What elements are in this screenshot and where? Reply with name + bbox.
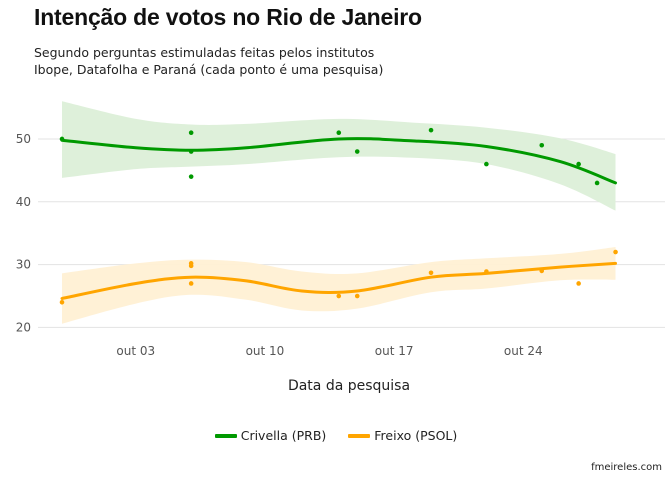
data-points bbox=[59, 127, 618, 305]
x-tick-label: out 24 bbox=[504, 344, 543, 358]
data-point-freixo bbox=[188, 263, 194, 269]
data-point-crivella bbox=[336, 130, 342, 135]
chart-subtitle: Segundo perguntas estimuladas feitas pel… bbox=[34, 44, 554, 78]
y-tick-label: 30 bbox=[16, 258, 31, 272]
data-point-freixo bbox=[59, 300, 65, 305]
data-point-crivella bbox=[539, 142, 545, 148]
tick-labels: 20 30 40 50 out 03 out 10 out 17 out 24 bbox=[16, 132, 543, 358]
data-point-crivella bbox=[188, 174, 194, 179]
legend-item-freixo: Freixo (PSOL) bbox=[348, 428, 457, 443]
data-point-freixo bbox=[428, 270, 434, 276]
data-point-freixo bbox=[354, 293, 360, 299]
legend-item-crivella: Crivella (PRB) bbox=[214, 428, 327, 443]
trend-line-crivella bbox=[60, 137, 617, 185]
data-point-freixo bbox=[336, 293, 342, 299]
data-point-crivella bbox=[576, 161, 581, 167]
legend-label-freixo: Freixo (PSOL) bbox=[374, 428, 458, 443]
trend-line-freixo bbox=[60, 261, 617, 300]
data-point-crivella bbox=[188, 130, 194, 135]
data-point-freixo bbox=[576, 281, 581, 286]
data-point-crivella bbox=[428, 127, 434, 133]
confidence-band-freixo bbox=[62, 247, 616, 324]
data-point-crivella bbox=[594, 180, 600, 186]
y-tick-label: 50 bbox=[16, 132, 31, 146]
y-tick-label: 20 bbox=[16, 320, 31, 334]
data-point-crivella bbox=[188, 149, 194, 154]
chart-title: Intenção de votos no Rio de Janeiro bbox=[34, 4, 422, 30]
legend-swatch-crivella bbox=[214, 433, 237, 438]
data-point-crivella bbox=[354, 149, 360, 154]
data-point-freixo bbox=[539, 268, 545, 274]
x-axis-title: Data da pesquisa bbox=[288, 378, 410, 394]
legend: Crivella (PRB) Freixo (PSOL) bbox=[0, 428, 672, 443]
subtitle-line-2: Ibope, Datafolha e Paraná (cada ponto é … bbox=[34, 62, 384, 77]
x-tick-label: out 10 bbox=[246, 344, 285, 358]
legend-label-crivella: Crivella (PRB) bbox=[240, 428, 327, 443]
chart-plot: 20 30 40 50 out 03 out 10 out 17 out 24 Data da… bbox=[16, 101, 665, 394]
x-tick-label: out 03 bbox=[116, 344, 155, 358]
data-point-crivella bbox=[484, 161, 489, 167]
data-point-crivella bbox=[59, 136, 65, 142]
data-point-freixo bbox=[484, 269, 489, 274]
confidence-bands bbox=[62, 101, 616, 324]
subtitle-line-1: Segundo perguntas estimuladas feitas pel… bbox=[34, 45, 375, 60]
credit-text: fmeireles.com bbox=[591, 462, 662, 473]
y-tick-label: 40 bbox=[16, 195, 31, 209]
legend-swatch-freixo bbox=[348, 433, 371, 438]
data-point-freixo bbox=[613, 249, 618, 255]
confidence-band-crivella bbox=[62, 101, 616, 211]
x-tick-label: out 17 bbox=[375, 344, 414, 358]
trend-lines bbox=[60, 137, 617, 300]
data-point-freixo bbox=[188, 281, 194, 286]
